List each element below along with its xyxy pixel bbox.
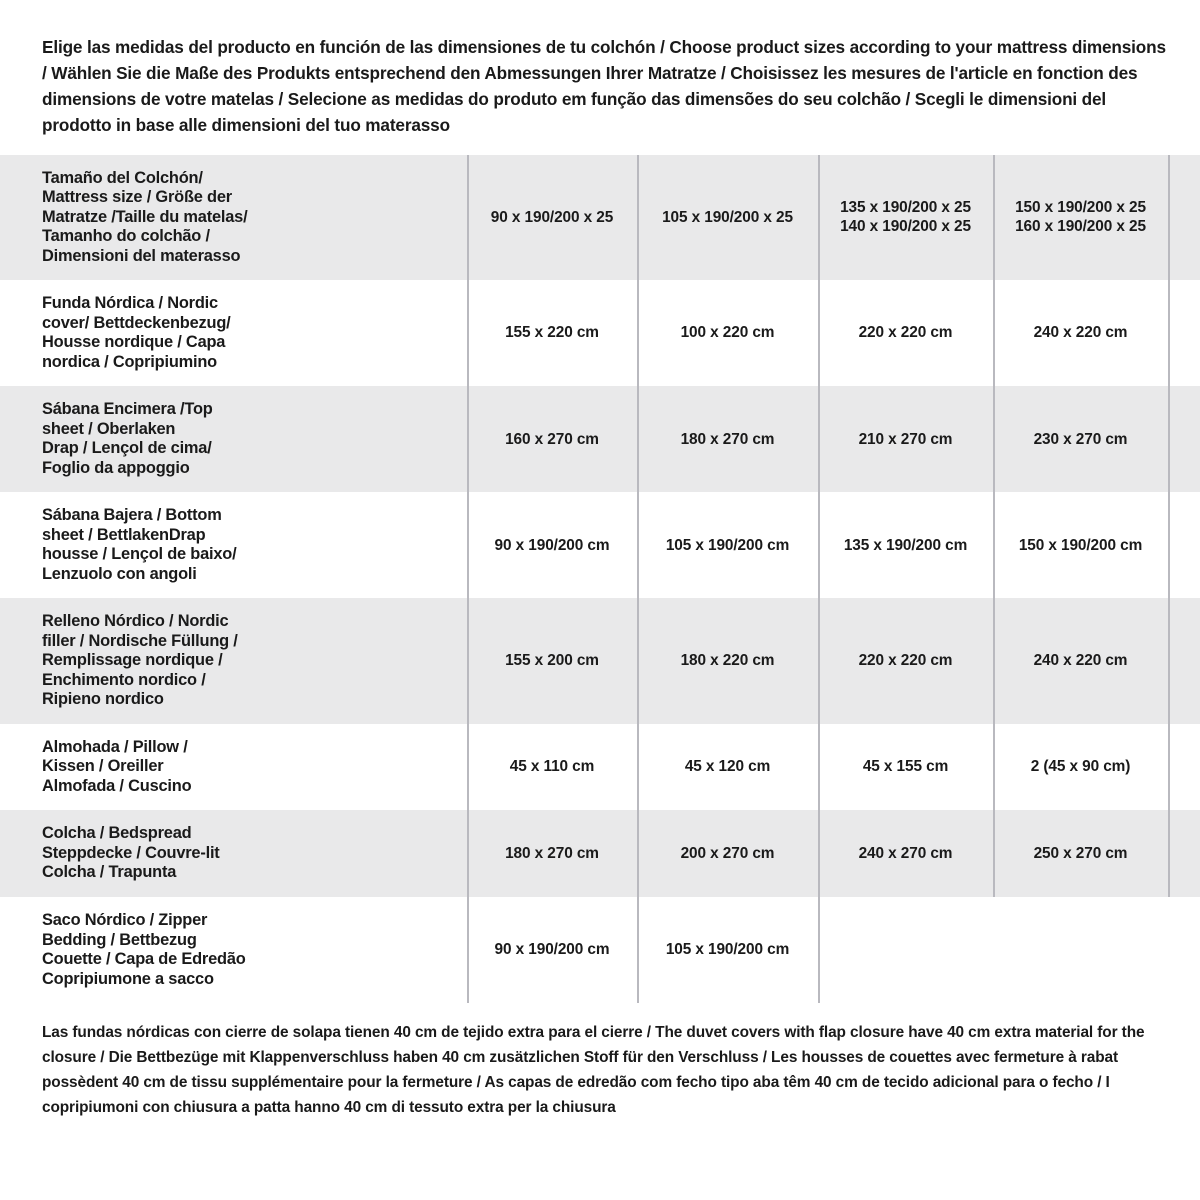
row-value: 180 x 270 cm bbox=[637, 386, 818, 493]
table-row: Relleno Nórdico / Nordic filler / Nordis… bbox=[0, 598, 1200, 724]
row-value: 105 x 190/200 cm bbox=[637, 492, 818, 599]
row-value: 155 x 200 cm bbox=[467, 598, 637, 724]
row-value: 240 x 220 cm bbox=[993, 598, 1168, 724]
row-value: 155 x 220 cm bbox=[467, 280, 637, 387]
table-row: Saco Nórdico / Zipper Bedding / Bettbezu… bbox=[0, 897, 1200, 1004]
row-label: Almohada / Pillow / Kissen / Oreiller Al… bbox=[42, 737, 192, 795]
row-value: 200 x 270 cm bbox=[637, 810, 818, 897]
row-value: 160 x 270 cm bbox=[467, 386, 637, 493]
intro-paragraph: Elige las medidas del producto en funció… bbox=[42, 37, 1166, 136]
row-value: 90 x 190/200 cm bbox=[467, 897, 637, 1004]
row-value: 180 x 270 cm bbox=[467, 810, 637, 897]
row-value: 90 x 190/200 cm bbox=[467, 492, 637, 599]
row-value: 45 x 155 cm bbox=[818, 723, 993, 811]
table-row: Colcha / Bedspread Steppdecke / Couvre-l… bbox=[0, 810, 1200, 897]
header-col-3: 135 x 190/200 x 25 140 x 190/200 x 25 bbox=[818, 154, 993, 281]
row-value: 180 x 190/200 cm bbox=[1168, 492, 1200, 599]
header-col-4: 150 x 190/200 x 25 160 x 190/200 x 25 bbox=[993, 154, 1168, 281]
table-row: Sábana Bajera / Bottom sheet / Bettlaken… bbox=[0, 492, 1200, 599]
row-value: 2 (45 x 90 cm) bbox=[993, 723, 1168, 811]
header-col-2: 105 x 190/200 x 25 bbox=[637, 154, 818, 281]
row-value: 220 x 220 cm bbox=[818, 598, 993, 724]
table-header-row: Tamaño del Colchón/ Mattress size / Größ… bbox=[0, 154, 1200, 281]
row-value: 260 x 220 cm bbox=[1168, 280, 1200, 387]
row-value: 45 x 110 cm bbox=[467, 723, 637, 811]
row-value bbox=[818, 897, 993, 1004]
row-value: 240 x 270 cm bbox=[818, 810, 993, 897]
row-value bbox=[993, 897, 1168, 1003]
row-value bbox=[1168, 897, 1200, 1003]
table-row: Sábana Encimera /Top sheet / Oberlaken D… bbox=[0, 386, 1200, 493]
mattress-size-table: Tamaño del Colchón/ Mattress size / Größ… bbox=[0, 154, 1200, 1004]
row-value: 240 x 220 cm bbox=[993, 280, 1168, 387]
table-row: Funda Nórdica / Nordic cover/ Bettdecken… bbox=[0, 280, 1200, 387]
row-label: Sábana Encimera /Top sheet / Oberlaken D… bbox=[42, 400, 213, 477]
row-label: Relleno Nórdico / Nordic filler / Nordis… bbox=[42, 612, 238, 709]
row-value: 270 x 270 cm bbox=[1168, 810, 1200, 897]
header-label-cell: Tamaño del Colchón/ Mattress size / Größ… bbox=[42, 168, 248, 265]
row-label: Sábana Bajera / Bottom sheet / Bettlaken… bbox=[42, 506, 237, 583]
row-value: 260 x 220 cm bbox=[1168, 598, 1200, 724]
row-value: 220 x 220 cm bbox=[818, 280, 993, 387]
row-label: Funda Nórdica / Nordic cover/ Bettdecken… bbox=[42, 294, 231, 371]
row-value: 250 x 270 cm bbox=[993, 810, 1168, 897]
row-value: 135 x 190/200 cm bbox=[818, 492, 993, 599]
row-value: 2 (45 x 110 cm) bbox=[1168, 723, 1200, 811]
row-value: 260 x 270 cm bbox=[1168, 386, 1200, 493]
row-value: 100 x 220 cm bbox=[637, 280, 818, 387]
row-label: Colcha / Bedspread Steppdecke / Couvre-l… bbox=[42, 824, 220, 882]
row-value: 150 x 190/200 cm bbox=[993, 492, 1168, 599]
footer-note: Las fundas nórdicas con cierre de solapa… bbox=[42, 1024, 1145, 1116]
header-col-5: 180 x 190/200 x 25 bbox=[1168, 154, 1200, 281]
row-value: 180 x 220 cm bbox=[637, 598, 818, 724]
table-row: Almohada / Pillow / Kissen / Oreiller Al… bbox=[0, 723, 1200, 811]
row-value: 210 x 270 cm bbox=[818, 386, 993, 493]
header-col-1: 90 x 190/200 x 25 bbox=[467, 154, 637, 281]
row-label: Saco Nórdico / Zipper Bedding / Bettbezu… bbox=[42, 911, 246, 988]
row-value: 45 x 120 cm bbox=[637, 723, 818, 811]
row-value: 230 x 270 cm bbox=[993, 386, 1168, 493]
row-value: 105 x 190/200 cm bbox=[637, 897, 818, 1004]
